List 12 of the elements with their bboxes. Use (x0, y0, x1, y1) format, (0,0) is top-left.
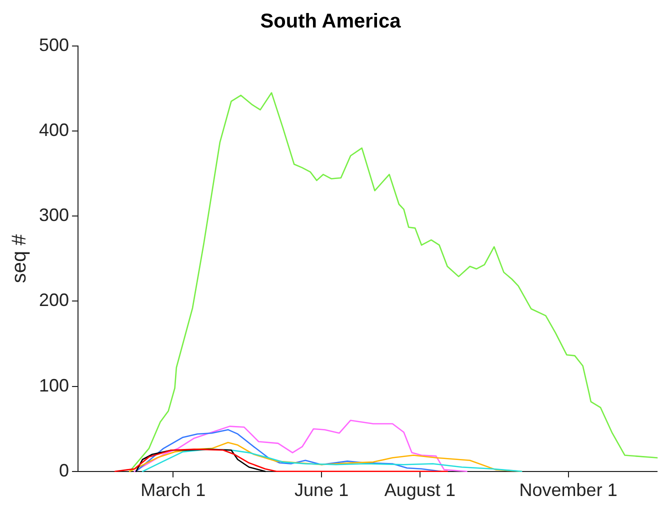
y-tick-label: 0 (59, 460, 70, 480)
y-tick-label: 100 (38, 375, 70, 396)
x-tick-label: August 1 (384, 480, 456, 500)
y-tick-label: 200 (38, 290, 70, 310)
y-axis-title: seq # (8, 233, 31, 284)
y-tick-label: 300 (38, 205, 70, 226)
x-tick-label: November 1 (519, 480, 618, 500)
y-tick-label: 500 (38, 34, 70, 55)
x-tick-label: June 1 (294, 480, 349, 500)
x-tick-label: March 1 (140, 480, 206, 500)
y-tick-label: 400 (38, 120, 70, 140)
chart-title: South America (260, 10, 402, 33)
